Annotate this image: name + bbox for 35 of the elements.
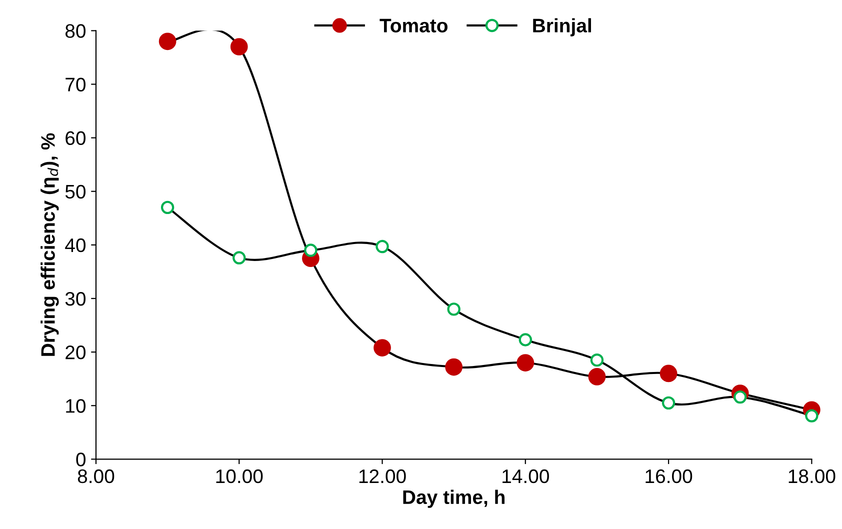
point [376,240,389,254]
x-tick-label: 14.00 [502,469,549,484]
legend-label: Brinjal [533,18,591,36]
point [516,354,534,372]
y-axis-title: Drying efficiency (η$_{d}$), % [40,133,59,356]
y-tick-label: 60 [66,131,86,146]
x-tick-label: 10.00 [216,469,263,484]
point [445,358,463,376]
legend-label: Tomato [380,18,448,32]
y-tick-label: 80 [65,24,86,38]
y-tick-label: 50 [65,184,86,199]
point [447,302,460,316]
point [374,339,391,356]
point [805,409,818,422]
x-tick-label: 8.00 [78,469,114,484]
point [158,32,176,50]
x-axis-title: Day time, h [403,490,505,508]
y-tick-label: 40 [65,238,86,252]
point [232,251,246,264]
point [160,200,174,214]
point [588,368,606,386]
point [662,396,676,410]
point [660,364,678,382]
point [230,38,248,56]
point [304,244,318,257]
y-tick-label: 10 [66,399,86,413]
point [518,333,532,346]
y-tick-label: 30 [65,292,86,306]
x-tick-label: 16.00 [646,469,692,484]
y-tick-label: 20 [66,346,86,360]
y-tick-label: 70 [66,78,86,92]
point [590,353,604,367]
x-tick-label: 12.00 [359,469,406,484]
y-tick-label: 0 [76,452,86,466]
x-tick-label: 18.00 [788,469,836,484]
